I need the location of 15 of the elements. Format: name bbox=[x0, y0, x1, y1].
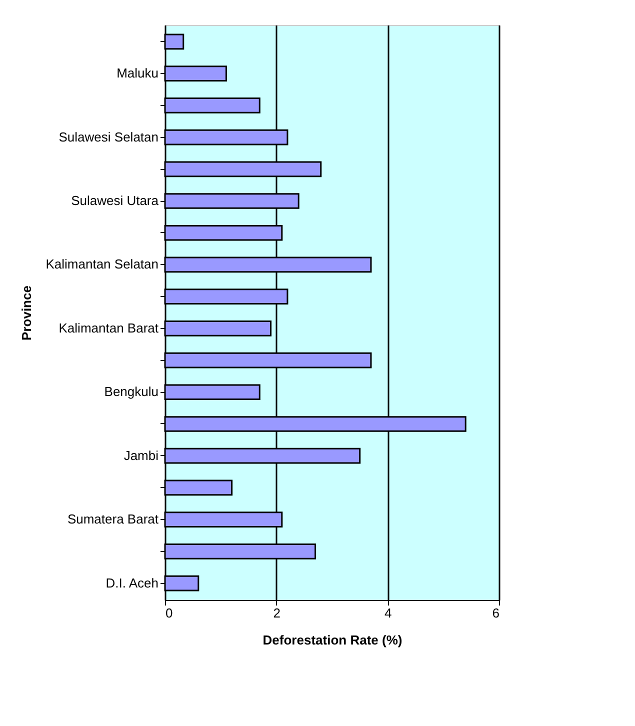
x-axis-title: Deforestation Rate (%) bbox=[262, 632, 402, 648]
y-tick-label: Sulawesi Selatan bbox=[58, 129, 158, 144]
x-tick-label: 4 bbox=[384, 606, 392, 620]
x-tick-label: 0 bbox=[166, 606, 173, 620]
y-tick-label: Sumatera Barat bbox=[67, 512, 159, 527]
y-tick-label: Maluku bbox=[116, 66, 158, 81]
y-tick-label: D.I. Aceh bbox=[106, 575, 158, 590]
y-tick-label: Sulawesi Utara bbox=[71, 193, 160, 208]
x-tick-label: 2 bbox=[273, 606, 280, 620]
y-tick-label: Kalimantan Barat bbox=[58, 320, 159, 336]
y-tick-label: Kalimantan Selatan bbox=[46, 256, 158, 272]
y-tick-label: Jambi bbox=[124, 448, 159, 463]
y-tick-label: Bengkulu bbox=[104, 384, 158, 400]
y-axis-title: Province bbox=[18, 286, 34, 340]
x-tick-label: 6 bbox=[492, 606, 500, 620]
